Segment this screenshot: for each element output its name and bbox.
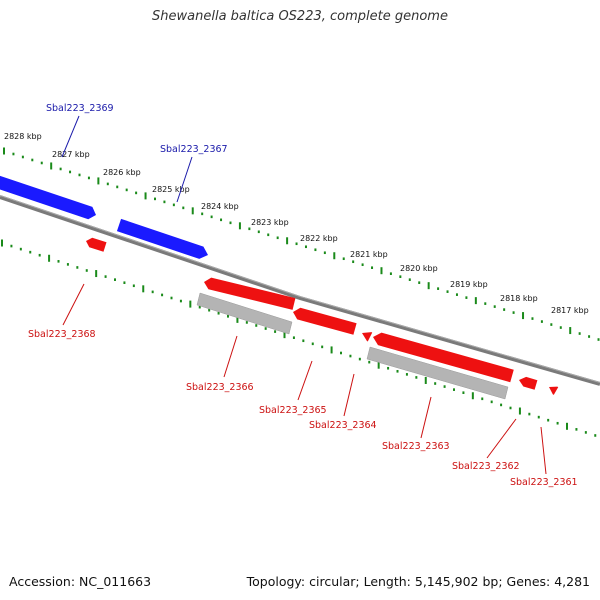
gene-label-Sbal223_2369: Sbal223_2369 <box>46 103 114 114</box>
ruler-label: 2818 kbp <box>500 294 538 303</box>
gene-label-Sbal223_2362: Sbal223_2362 <box>452 461 520 472</box>
ruler-label: 2826 kbp <box>103 168 141 177</box>
leader-line-Sbal223_2368 <box>62 283 85 326</box>
ruler-label: 2821 kbp <box>350 250 388 259</box>
ruler-label: 2823 kbp <box>251 218 289 227</box>
ruler-label: 2828 kbp <box>4 132 42 141</box>
leader-line-Sbal223_2365 <box>297 360 313 401</box>
ruler-label: 2827 kbp <box>52 150 90 159</box>
feature-bar-grey <box>366 346 509 400</box>
gene-arrow-Sbal223_2365 <box>293 307 357 335</box>
ruler-label: 2817 kbp <box>551 306 589 315</box>
gene-label-Sbal223_2361: Sbal223_2361 <box>510 477 578 488</box>
leader-line-Sbal223_2362 <box>486 418 517 459</box>
leader-line-Sbal223_2364 <box>343 373 355 417</box>
gene-arrow-Sbal223_2363 <box>373 332 514 383</box>
gene-label-Sbal223_2366: Sbal223_2366 <box>186 382 254 393</box>
ruler-label: 2822 kbp <box>300 234 338 243</box>
genome-backbone <box>0 195 600 386</box>
gene-label-Sbal223_2368: Sbal223_2368 <box>28 329 96 340</box>
leader-line-Sbal223_2363 <box>420 396 432 439</box>
genome-backbone-highlight <box>0 195 600 383</box>
outer-tick-track <box>3 147 600 341</box>
gene-arrow-Sbal223_2367 <box>116 218 208 259</box>
gene-label-Sbal223_2364: Sbal223_2364 <box>309 420 377 431</box>
gene-label-Sbal223_2367: Sbal223_2367 <box>160 144 228 155</box>
gene-arrow-Sbal223_2366 <box>204 277 296 310</box>
gene-arrow-Sbal223_2364 <box>362 332 373 342</box>
ruler-label: 2825 kbp <box>152 185 190 194</box>
accession-text: Accession: NC_011663 <box>9 574 152 589</box>
ruler-label: 2824 kbp <box>201 202 239 211</box>
gene-label-Sbal223_2363: Sbal223_2363 <box>382 441 450 452</box>
leader-line-Sbal223_2367 <box>176 156 193 203</box>
leader-line-Sbal223_2369 <box>61 115 80 158</box>
topology-text: Topology: circular; Length: 5,145,902 bp… <box>246 574 590 589</box>
leader-line-Sbal223_2361 <box>540 426 547 475</box>
feature-bar-grey <box>196 292 293 335</box>
gene-arrow-Sbal223_2362 <box>519 376 538 390</box>
page-title: Shewanella baltica OS223, complete genom… <box>152 9 448 24</box>
ruler-label: 2820 kbp <box>400 264 438 273</box>
gene-arrow-Sbal223_2368 <box>86 237 107 252</box>
inner-tick-track <box>1 239 597 437</box>
gene-arrow-Sbal223_2369 <box>0 175 96 220</box>
gene-label-Sbal223_2365: Sbal223_2365 <box>259 405 327 416</box>
ruler-label: 2819 kbp <box>450 280 488 289</box>
gene-arrow-Sbal223_2361 <box>549 386 559 395</box>
leader-line-Sbal223_2366 <box>223 335 238 378</box>
